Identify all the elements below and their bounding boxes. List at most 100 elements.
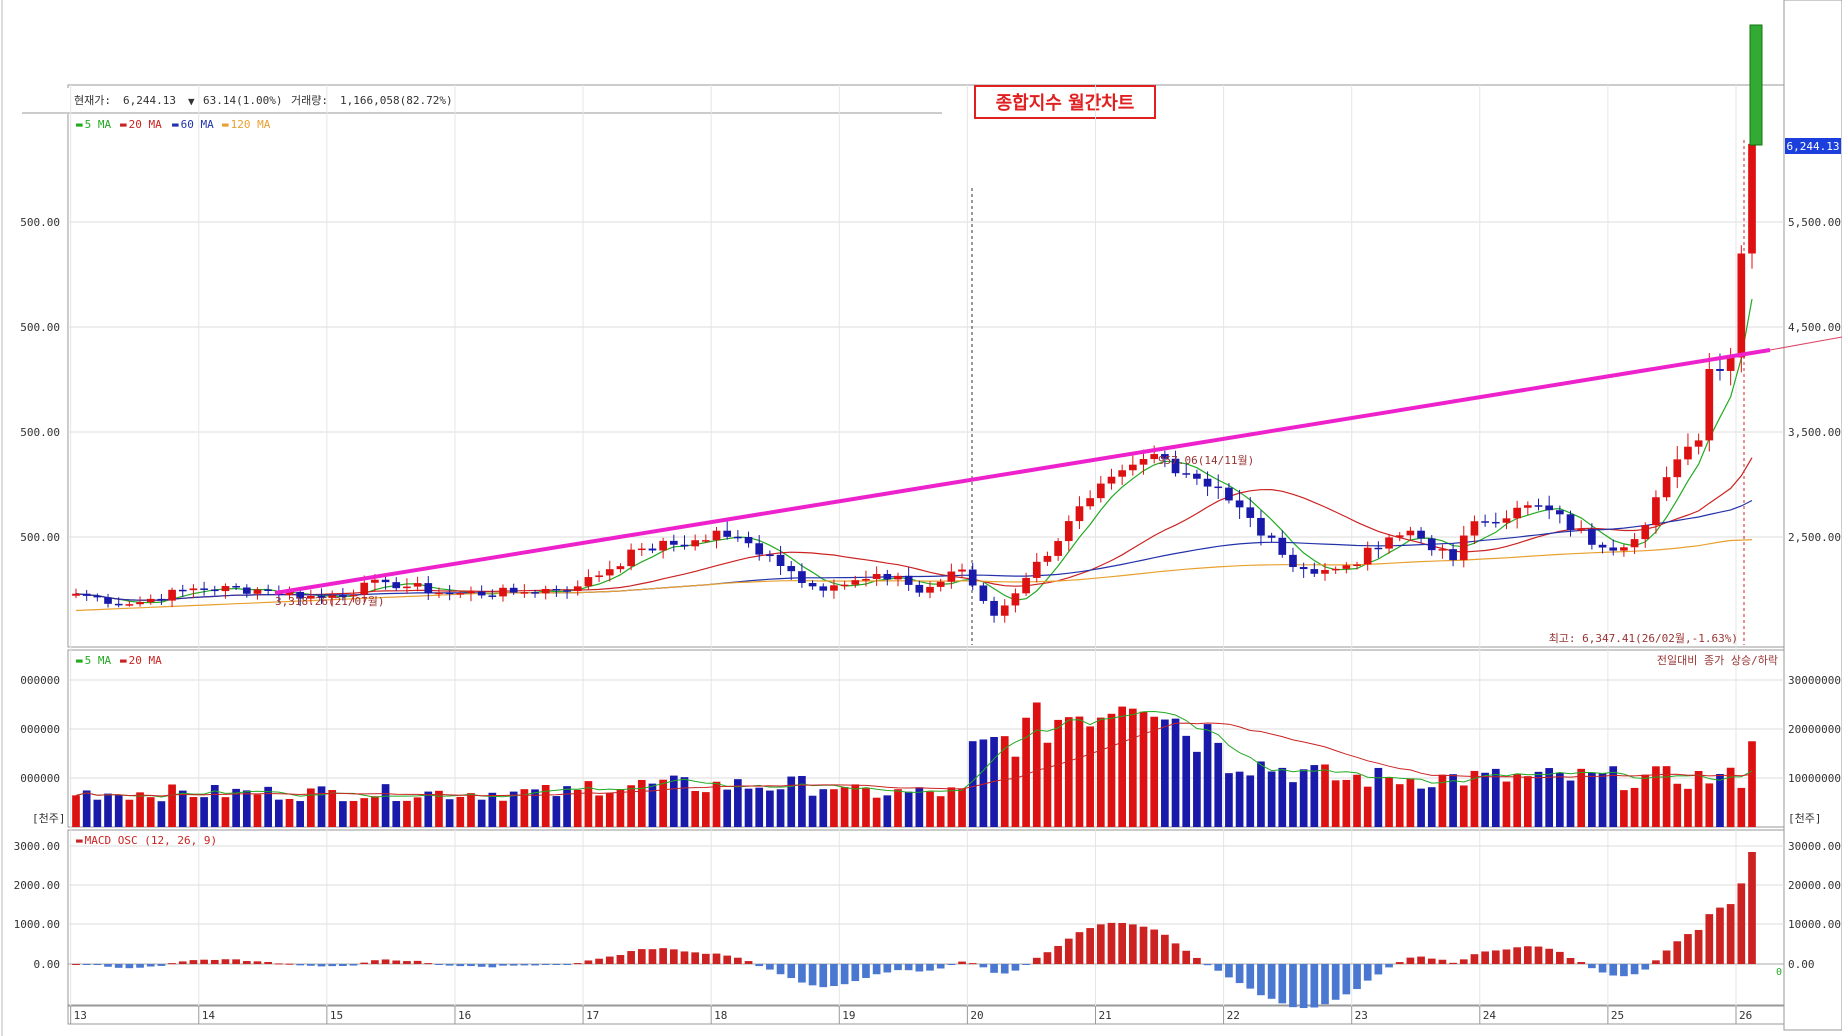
candle-body [1385, 537, 1393, 549]
candle-body [221, 586, 230, 592]
macd-bar [445, 964, 454, 966]
candle-body [146, 598, 155, 603]
candle-body [840, 584, 849, 587]
volume-bar [701, 792, 710, 827]
candle-body [1406, 530, 1415, 536]
candle-body [307, 595, 315, 599]
candle-body [200, 588, 208, 590]
candle-body [1118, 470, 1127, 477]
candle-body [1310, 569, 1319, 574]
macd-bar [648, 949, 657, 964]
volume-legend: ▬ 5 MA ▬ 20 MA 전일대비 종가 상승/하락 [76, 653, 1778, 667]
vol-right-caption: 전일대비 종가 상승/하락 [1657, 653, 1778, 667]
volume-bar [1235, 771, 1244, 827]
volume-bar [563, 786, 571, 827]
volume-bar [1257, 761, 1265, 827]
volume-bar [648, 783, 657, 827]
candle-body [627, 549, 635, 567]
candle-body [904, 575, 913, 585]
volume-bar [1064, 717, 1073, 827]
volume-bar [1267, 771, 1276, 827]
candle-body [1214, 486, 1223, 489]
legend-20ma-label: 20 MA [129, 118, 162, 131]
macd-right-tick: 0.00 [1788, 958, 1815, 971]
candle-body [541, 589, 550, 594]
candle-body [435, 592, 443, 595]
macd-panel-frame [67, 829, 1785, 1006]
macd-bar [349, 964, 358, 966]
right-axis-band [1783, 0, 1842, 1031]
macd-bar [755, 964, 764, 967]
volume-bar [1491, 768, 1500, 827]
price-value: 6,244.13 [123, 94, 176, 107]
candle-body [851, 580, 860, 585]
macd-bar [531, 964, 539, 966]
macd-bar [82, 964, 91, 965]
volume-bar [1726, 767, 1735, 827]
volume-bar [851, 784, 860, 827]
macd-bar [1427, 958, 1436, 964]
macd-bar [1139, 926, 1148, 964]
volume-bar [456, 796, 465, 827]
macd-bar [1353, 964, 1361, 990]
x-axis-label: 22 [1227, 1009, 1240, 1022]
volume-bar [840, 787, 849, 827]
macd-bar [552, 964, 561, 965]
candle-body [1470, 521, 1479, 536]
volume-bar [1684, 788, 1692, 827]
candle-body [1630, 539, 1639, 548]
macd-left-tick: 2000.00 [14, 879, 60, 892]
macd-bar [659, 948, 667, 964]
macd-bar [509, 964, 518, 966]
candle-body [360, 582, 369, 595]
volume-bar [93, 799, 102, 827]
macd-bar [744, 961, 753, 964]
candle-body [1363, 547, 1372, 565]
macd-bar [862, 964, 870, 978]
macd-bar [1459, 959, 1468, 964]
candle-body [734, 536, 742, 539]
macd-bar [1481, 951, 1489, 964]
volume-bar [1161, 719, 1169, 827]
macd-bar [1545, 948, 1554, 964]
candle-body [104, 597, 112, 604]
macd-bar [1246, 964, 1255, 989]
candle-body [349, 594, 358, 597]
candle-body [72, 593, 80, 596]
vol-legend-5ma: ▬ 5 MA [76, 654, 111, 667]
macd-bar [413, 960, 422, 964]
candle-body [210, 589, 219, 592]
volume-bar [317, 786, 326, 827]
volume-bar [221, 797, 230, 827]
volume-bar [467, 793, 475, 827]
volume-bar [413, 797, 422, 827]
volume-bar [403, 800, 411, 827]
macd-bar [1513, 947, 1521, 964]
candle-body [1459, 535, 1468, 561]
volume-bar [1449, 774, 1457, 827]
volume-bar [819, 789, 828, 827]
candle-body [605, 569, 614, 576]
vol-right-tick: 10000000 [1788, 772, 1841, 785]
volume-bar [157, 801, 166, 827]
volume-bars [72, 702, 1756, 827]
candle-body [1652, 497, 1660, 526]
candle-body [456, 593, 465, 595]
candle-body [787, 565, 796, 572]
macd-bar [264, 961, 272, 964]
volume-bar [1523, 776, 1532, 827]
macd-bar [1684, 934, 1692, 964]
candle-body [776, 554, 785, 566]
macd-bar [1502, 949, 1511, 964]
price-panel-frame [67, 84, 1785, 648]
macd-bar [104, 964, 112, 967]
candle-body [1737, 253, 1746, 358]
volume-bar [1193, 751, 1201, 827]
macd-bar [1150, 929, 1159, 964]
macd-right-tick: 20000.00 [1788, 879, 1841, 892]
macd-bar [339, 964, 347, 967]
macd-bar [1363, 964, 1372, 981]
annotation-high: 최고: 6,347.41(26/02월,-1.63%) [1549, 632, 1738, 645]
macd-bar [894, 964, 902, 971]
right-tick: 2,500.00 [1788, 531, 1841, 544]
